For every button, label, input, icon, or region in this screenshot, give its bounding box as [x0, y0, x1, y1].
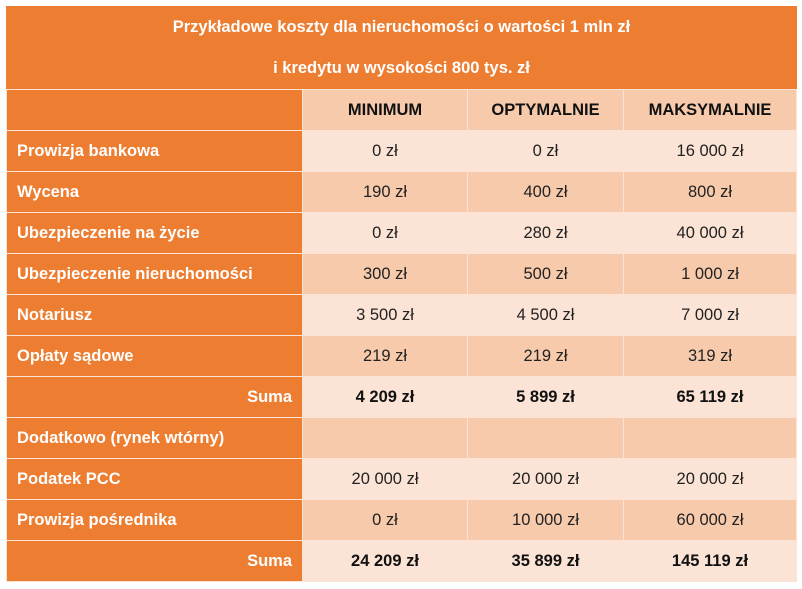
sum-minimum: 24 209 zł [302, 540, 468, 582]
sum-maksymalnie: 145 119 zł [623, 540, 797, 582]
sum-row-total: Suma 24 209 zł 35 899 zł 145 119 zł [6, 540, 797, 582]
cell-minimum: 0 zł [302, 130, 468, 172]
table-row: Notariusz 3 500 zł 4 500 zł 7 000 zł [6, 294, 797, 336]
row-label: Wycena [6, 171, 303, 213]
cell-maksymalnie: 16 000 zł [623, 130, 797, 172]
row-label: Prowizja bankowa [6, 130, 303, 172]
header-optymalnie: OPTYMALNIE [467, 89, 624, 131]
cell-optymalnie: 0 zł [467, 130, 624, 172]
header-row: MINIMUM OPTYMALNIE MAKSYMALNIE [6, 89, 797, 131]
cell-maksymalnie: 800 zł [623, 171, 797, 213]
cell-maksymalnie: 40 000 zł [623, 212, 797, 254]
title-line-1: Przykładowe koszty dla nieruchomości o w… [172, 18, 631, 36]
cell-optymalnie: 20 000 zł [467, 458, 624, 500]
cell-maksymalnie [623, 417, 797, 459]
section-label: Dodatkowo (rynek wtórny) [6, 417, 303, 459]
cost-table: Przykładowe koszty dla nieruchomości o w… [6, 6, 797, 582]
table-row: Prowizja bankowa 0 zł 0 zł 16 000 zł [6, 130, 797, 172]
cell-minimum [302, 417, 468, 459]
cell-optymalnie [467, 417, 624, 459]
section-row-additional: Dodatkowo (rynek wtórny) [6, 417, 797, 459]
cell-maksymalnie: 60 000 zł [623, 499, 797, 541]
cell-optymalnie: 4 500 zł [467, 294, 624, 336]
cell-minimum: 190 zł [302, 171, 468, 213]
row-label: Ubezpieczenie na życie [6, 212, 303, 254]
cell-maksymalnie: 1 000 zł [623, 253, 797, 295]
cell-optymalnie: 500 zł [467, 253, 624, 295]
sum-optymalnie: 35 899 zł [467, 540, 624, 582]
sum-label: Suma [6, 540, 303, 582]
row-label: Ubezpieczenie nieruchomości [6, 253, 303, 295]
cell-optymalnie: 219 zł [467, 335, 624, 377]
sum-label: Suma [6, 376, 303, 418]
sum-row: Suma 4 209 zł 5 899 zł 65 119 zł [6, 376, 797, 418]
row-label: Opłaty sądowe [6, 335, 303, 377]
table-row: Ubezpieczenie na życie 0 zł 280 zł 40 00… [6, 212, 797, 254]
table-row: Wycena 190 zł 400 zł 800 zł [6, 171, 797, 213]
header-minimum: MINIMUM [302, 89, 468, 131]
cell-maksymalnie: 7 000 zł [623, 294, 797, 336]
table-title: Przykładowe koszty dla nieruchomości o w… [6, 6, 797, 90]
header-empty-cell [6, 89, 303, 131]
cell-optymalnie: 280 zł [467, 212, 624, 254]
cell-minimum: 219 zł [302, 335, 468, 377]
cell-minimum: 300 zł [302, 253, 468, 295]
cell-optymalnie: 400 zł [467, 171, 624, 213]
sum-optymalnie: 5 899 zł [467, 376, 624, 418]
row-label: Podatek PCC [6, 458, 303, 500]
sum-maksymalnie: 65 119 zł [623, 376, 797, 418]
sum-minimum: 4 209 zł [302, 376, 468, 418]
cell-optymalnie: 10 000 zł [467, 499, 624, 541]
title-row: Przykładowe koszty dla nieruchomości o w… [6, 6, 797, 90]
cell-minimum: 3 500 zł [302, 294, 468, 336]
table-row: Opłaty sądowe 219 zł 219 zł 319 zł [6, 335, 797, 377]
table-row: Podatek PCC 20 000 zł 20 000 zł 20 000 z… [6, 458, 797, 500]
header-maksymalnie: MAKSYMALNIE [623, 89, 797, 131]
cell-maksymalnie: 20 000 zł [623, 458, 797, 500]
cell-maksymalnie: 319 zł [623, 335, 797, 377]
cell-minimum: 20 000 zł [302, 458, 468, 500]
row-label: Prowizja pośrednika [6, 499, 303, 541]
title-line-2: i kredytu w wysokości 800 tys. zł [273, 59, 530, 77]
table-row: Ubezpieczenie nieruchomości 300 zł 500 z… [6, 253, 797, 295]
table-row: Prowizja pośrednika 0 zł 10 000 zł 60 00… [6, 499, 797, 541]
cell-minimum: 0 zł [302, 212, 468, 254]
cell-minimum: 0 zł [302, 499, 468, 541]
row-label: Notariusz [6, 294, 303, 336]
